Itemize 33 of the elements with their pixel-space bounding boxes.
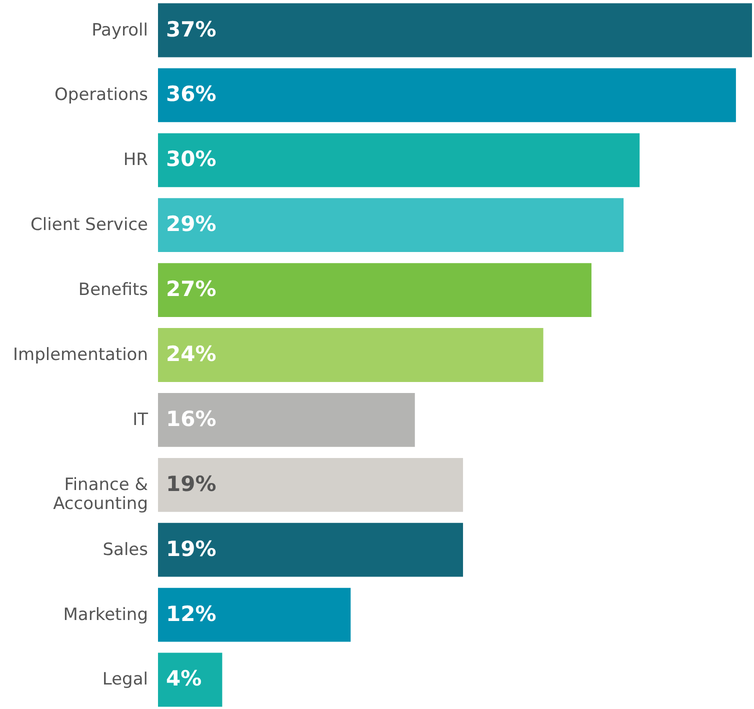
bar [158, 328, 544, 382]
data-label: 30% [166, 147, 216, 172]
y-tick-label: Operations [54, 85, 148, 106]
bar [158, 198, 624, 252]
y-tick-label: Payroll [92, 20, 148, 40]
y-tick-label: IT [132, 410, 149, 430]
data-label: 24% [166, 342, 216, 366]
data-label: 37% [166, 17, 216, 42]
y-tick-label: Implementation [13, 345, 148, 365]
bar [158, 392, 415, 447]
data-label: 12% [166, 602, 216, 626]
y-tick-label: Sales [102, 540, 148, 560]
bar [158, 652, 222, 707]
bar [158, 522, 464, 577]
y-tick-label: Client Service [30, 215, 148, 236]
y-tick-label: HR [123, 150, 148, 170]
data-label: 4% [166, 666, 202, 691]
bar [158, 3, 752, 58]
bar [158, 133, 640, 188]
y-tick-label: Marketing [63, 604, 148, 625]
data-label: 16% [166, 406, 216, 431]
data-label: 19% [166, 472, 216, 496]
data-label: 27% [166, 277, 216, 302]
y-tick-label: Benefits [78, 280, 148, 300]
data-label: 29% [166, 212, 216, 236]
y-tick-label: Finance & Accounting [53, 474, 148, 514]
data-label: 19% [166, 536, 216, 561]
data-label: 36% [166, 82, 216, 106]
bar [158, 588, 351, 642]
bar [158, 458, 464, 512]
bar [158, 68, 736, 122]
y-tick-label: Legal [102, 670, 148, 690]
bar [158, 263, 592, 318]
